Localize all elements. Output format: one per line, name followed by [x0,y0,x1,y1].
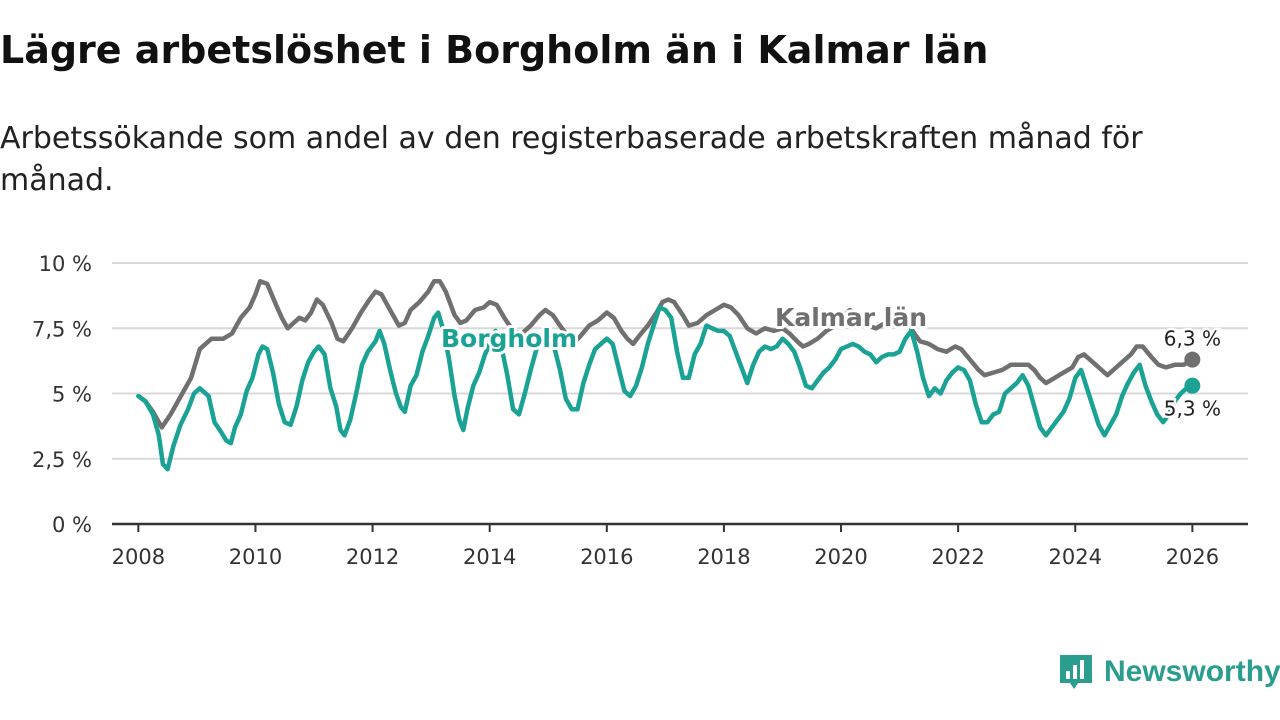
x-tick-label: 2024 [1049,545,1102,569]
series-label-kalmar: Kalmar län [775,303,927,332]
brand-logo: Newsworthy [1058,652,1280,692]
y-tick-label: 0 % [52,513,92,537]
x-tick-label: 2010 [229,545,282,569]
series-label-borgholm: Borgholm [441,324,577,353]
chart-subtitle: Arbetssökande som andel av den registerb… [0,121,1143,198]
series-end-point-borgholm [1184,377,1201,394]
brand-name: Newsworthy [1104,655,1280,688]
chart-title: Lägre arbetslöshet i Borgholm än i Kalma… [0,28,989,72]
series-end-point-kalmar-l-n [1184,351,1201,368]
x-tick-label: 2018 [697,545,750,569]
x-tick-label: 2012 [346,545,399,569]
x-tick-label: 2008 [112,545,165,569]
y-tick-label: 7,5 % [32,317,92,341]
x-tick-label: 2014 [463,545,516,569]
end-value-kalmar: 6,3 % [1164,327,1221,351]
series-line-borgholm [136,305,1195,472]
y-tick-label: 5 % [52,383,92,407]
x-tick-label: 2026 [1166,545,1219,569]
y-tick-label: 10 % [39,252,92,276]
x-tick-label: 2016 [580,545,633,569]
x-tick-label: 2022 [931,545,984,569]
end-value-borgholm: 5,3 % [1164,397,1221,421]
bar-chart-logo-icon [1060,655,1092,689]
y-tick-label: 2,5 % [32,448,92,472]
x-tick-label: 2020 [814,545,867,569]
